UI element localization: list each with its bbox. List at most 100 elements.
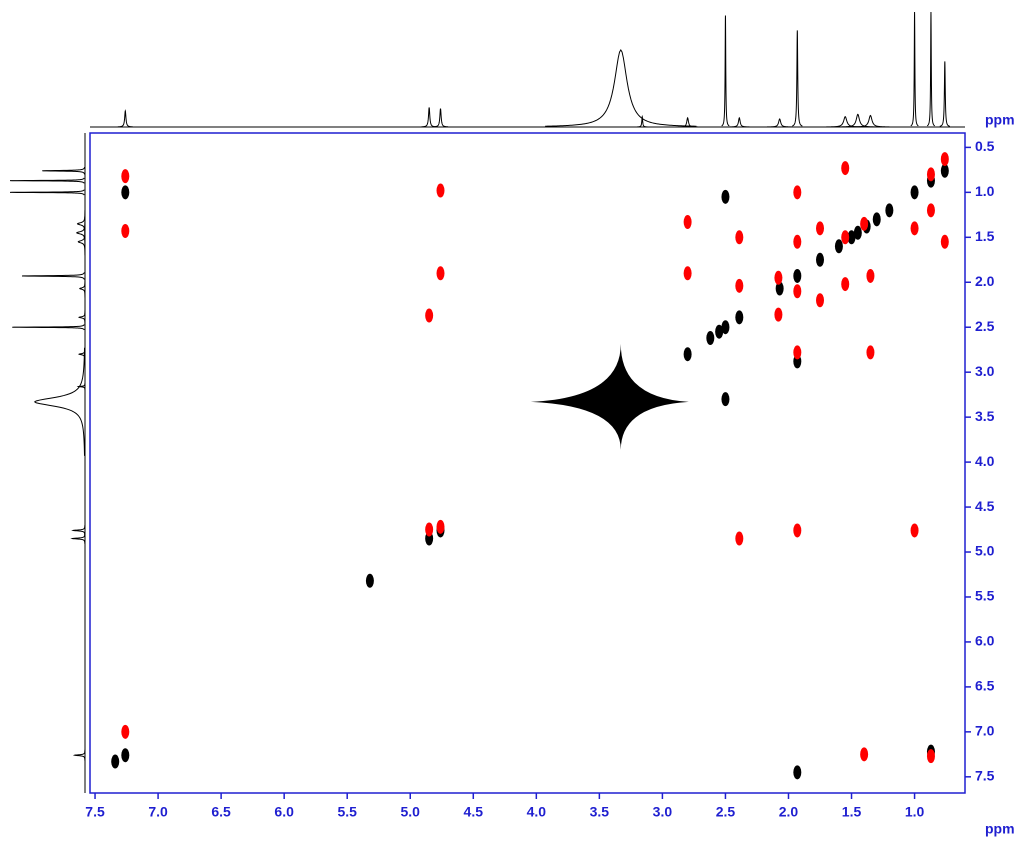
y-tick-label: 6.0 <box>975 633 995 649</box>
projection-peak <box>33 347 85 456</box>
cross-peak <box>111 754 120 769</box>
x-tick-label: 2.0 <box>779 804 799 820</box>
projection-peak <box>78 347 86 362</box>
x-tick-label: 6.0 <box>274 804 294 820</box>
y-tick-label: 6.5 <box>975 678 995 694</box>
projection-peak <box>432 108 449 128</box>
cross-peak <box>121 169 130 184</box>
cross-peak <box>793 234 802 249</box>
cross-peak <box>735 531 744 546</box>
cross-peak <box>793 765 802 780</box>
cross-peak <box>436 519 445 534</box>
cross-peak <box>841 277 850 292</box>
cross-peak <box>425 308 434 323</box>
cross-peak <box>721 392 730 407</box>
cross-peak <box>847 230 856 245</box>
cross-peak <box>940 152 949 167</box>
projection-peak <box>767 118 793 128</box>
x-tick-label: 1.5 <box>842 804 862 820</box>
projection-peak <box>838 113 877 128</box>
y-tick-label: 7.0 <box>975 723 995 739</box>
projection-peak <box>71 525 86 536</box>
y-tick-label: 4.5 <box>975 498 995 514</box>
y-tick-label: 1.0 <box>975 183 995 199</box>
projection-peak <box>70 533 86 544</box>
projection-peak <box>721 15 730 127</box>
x-tick-label: 7.0 <box>148 804 168 820</box>
projection-peak <box>729 116 750 128</box>
x-tick-label: 3.0 <box>653 804 673 820</box>
projection-peak <box>826 115 865 128</box>
cross-peak <box>735 230 744 245</box>
projection-peak <box>637 114 648 128</box>
y-axis-label: ppm <box>985 112 1015 128</box>
projection-peak <box>76 219 86 247</box>
cross-peak <box>860 747 869 762</box>
cross-peak <box>365 573 374 588</box>
y-tick-label: 4.0 <box>975 453 995 469</box>
x-tick-label: 4.0 <box>527 804 547 820</box>
x-tick-label: 2.5 <box>716 804 736 820</box>
x-tick-label: 3.5 <box>590 804 610 820</box>
cross-peak <box>721 320 730 335</box>
cross-peak <box>816 221 825 236</box>
cross-peak <box>121 185 130 200</box>
cross-peak <box>816 293 825 308</box>
x-tick-label: 5.0 <box>401 804 421 820</box>
cross-peak <box>853 225 862 240</box>
x-tick-label: 7.5 <box>85 804 105 820</box>
cross-peak <box>121 748 130 763</box>
projection-peak <box>926 11 936 127</box>
cross-peak <box>910 185 919 200</box>
cross-peak <box>706 331 715 346</box>
projection-peak <box>939 61 950 127</box>
y-tick-label: 3.5 <box>975 408 995 424</box>
cross-peak <box>793 523 802 538</box>
cross-peak <box>793 185 802 200</box>
cross-peak <box>885 203 894 218</box>
cross-peak <box>683 347 692 362</box>
cross-peak <box>436 183 445 198</box>
cross-peak <box>775 281 784 296</box>
projection-peak <box>12 324 85 331</box>
cross-peak <box>940 163 949 178</box>
projection-peak <box>421 107 437 128</box>
cross-peak <box>940 234 949 249</box>
y-tick-label: 2.5 <box>975 318 995 334</box>
x-tick-label: 5.5 <box>337 804 357 820</box>
projection-peak <box>677 116 698 128</box>
plot-frame <box>89 132 966 794</box>
projection-peak <box>792 30 803 127</box>
projection-peak <box>851 114 890 128</box>
projection-peak <box>9 177 85 184</box>
cross-peak <box>866 345 875 360</box>
y-tick-label: 3.0 <box>975 363 995 379</box>
cross-peak <box>872 212 881 227</box>
y-tick-label: 0.5 <box>975 138 995 154</box>
cross-peak <box>793 284 802 299</box>
cross-peak <box>793 268 802 283</box>
cross-peak <box>834 239 843 254</box>
cross-peak <box>841 230 850 245</box>
projection-peak <box>545 48 697 127</box>
projection-peak <box>910 11 919 127</box>
cross-peak <box>121 724 130 739</box>
projection-peak <box>76 382 86 391</box>
x-tick-label: 4.5 <box>464 804 484 820</box>
cross-peak <box>715 324 724 339</box>
y-tick-label: 2.0 <box>975 273 995 289</box>
cross-peak <box>926 203 935 218</box>
projection-peak <box>79 279 86 298</box>
cross-peak <box>910 221 919 236</box>
cross-peak <box>774 270 783 285</box>
projection-peak <box>117 109 133 128</box>
cross-peak <box>926 749 935 764</box>
projection-peak <box>21 272 85 280</box>
cross-peak <box>816 252 825 267</box>
cross-peak <box>910 523 919 538</box>
projection-peak <box>76 210 86 238</box>
y-tick-label: 1.5 <box>975 228 995 244</box>
cross-peak <box>860 216 869 231</box>
y-tick-label: 5.0 <box>975 543 995 559</box>
